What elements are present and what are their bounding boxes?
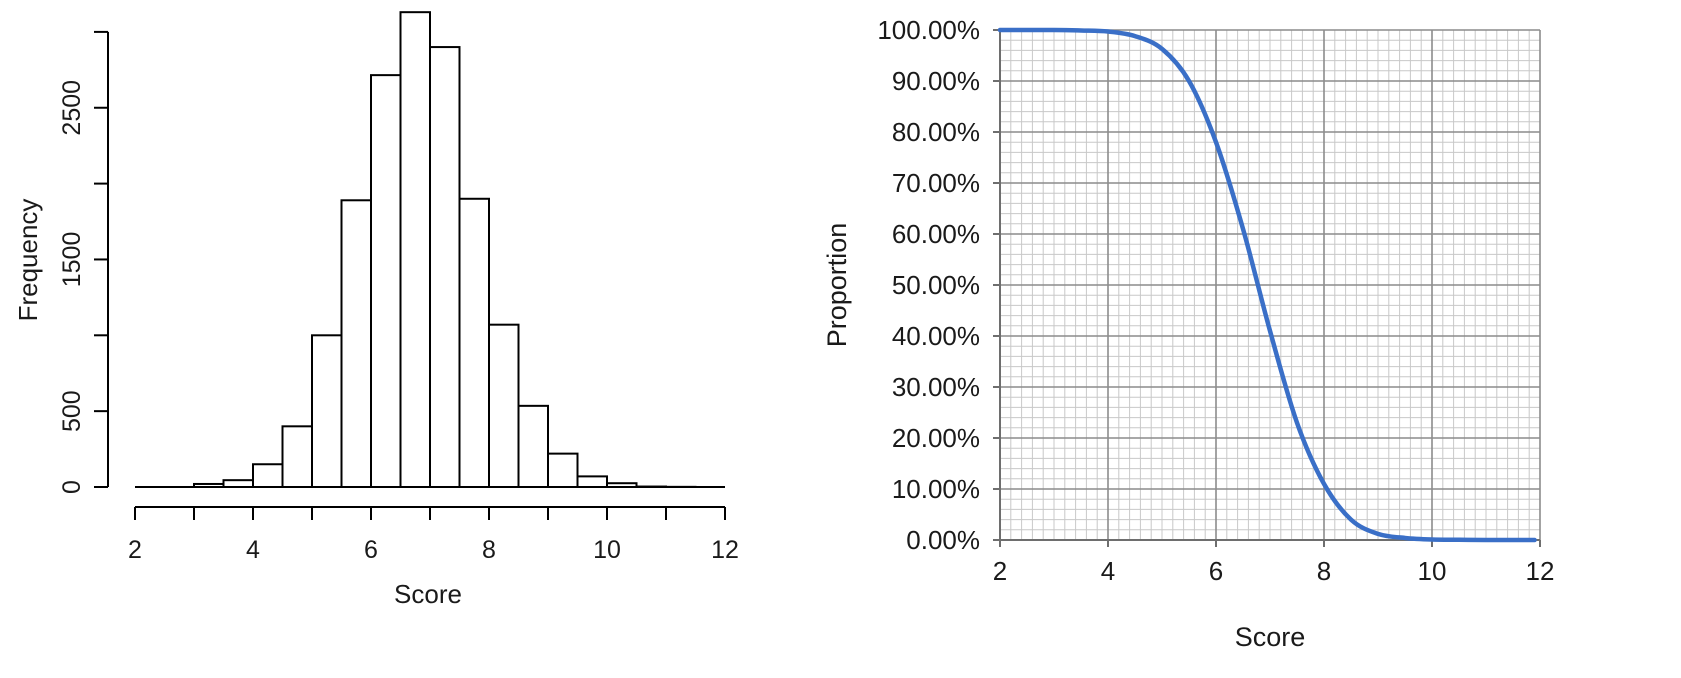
histogram-bar [429, 46, 461, 488]
x-tick-label: 4 [1101, 556, 1115, 586]
histogram-bar [311, 334, 343, 488]
histogram-bar [576, 475, 608, 489]
y-tick-label: 0.00% [906, 525, 980, 555]
x-axis-title: Score [1235, 622, 1306, 652]
x-axis-title: Score [394, 579, 462, 609]
x-tick-label: 10 [1418, 556, 1447, 586]
x-tick-label: 12 [1526, 556, 1555, 586]
x-tick-label: 12 [711, 536, 739, 564]
x-tick-label: 6 [364, 536, 378, 564]
y-tick-label: 40.00% [892, 321, 980, 351]
x-tick-label: 8 [482, 536, 496, 564]
histogram-bar [517, 404, 549, 489]
proportion-line [997, 27, 1537, 543]
x-tick-label: 6 [1209, 556, 1223, 586]
x-tick-label: 4 [246, 536, 260, 564]
histogram-bar [340, 199, 372, 489]
x-tick-label: 2 [128, 536, 142, 564]
histogram-bar [370, 74, 402, 489]
y-tick-label: 10.00% [892, 474, 980, 504]
y-tick-label: 500 [58, 390, 86, 432]
y-tick-label: 2500 [58, 80, 86, 136]
y-tick-label: 30.00% [892, 372, 980, 402]
histogram-bar [399, 11, 431, 489]
y-tick-label: 1500 [58, 232, 86, 288]
x-tick-label: 10 [593, 536, 621, 564]
x-tick-label: 8 [1317, 556, 1331, 586]
x-tick-label: 2 [993, 556, 1007, 586]
y-tick-label: 20.00% [892, 423, 980, 453]
y-tick-label: 50.00% [892, 270, 980, 300]
y-tick-label: 70.00% [892, 168, 980, 198]
histogram-bar [458, 197, 490, 489]
histogram-bar [488, 323, 520, 488]
y-axis-title: Proportion [822, 223, 852, 348]
y-tick-label: 0 [58, 480, 86, 494]
y-tick-label: 80.00% [892, 117, 980, 147]
proportion-line-chart: 0.00% 10.00% 20.00% 30.00% 40.00% 50.00% 60.00… [822, 15, 1554, 652]
y-tick-label: 90.00% [892, 66, 980, 96]
y-axis-title: Frequency [13, 199, 43, 322]
histogram-bar [547, 452, 579, 489]
histogram-chart: 0 500 1500 2500 2 4 6 8 10 12 Score Frequency [13, 11, 739, 609]
y-tick-label: 60.00% [892, 219, 980, 249]
histogram-bar [222, 479, 254, 488]
histogram-bar [252, 463, 284, 488]
histogram-bar [281, 425, 313, 489]
y-tick-label: 100.00% [877, 15, 980, 45]
